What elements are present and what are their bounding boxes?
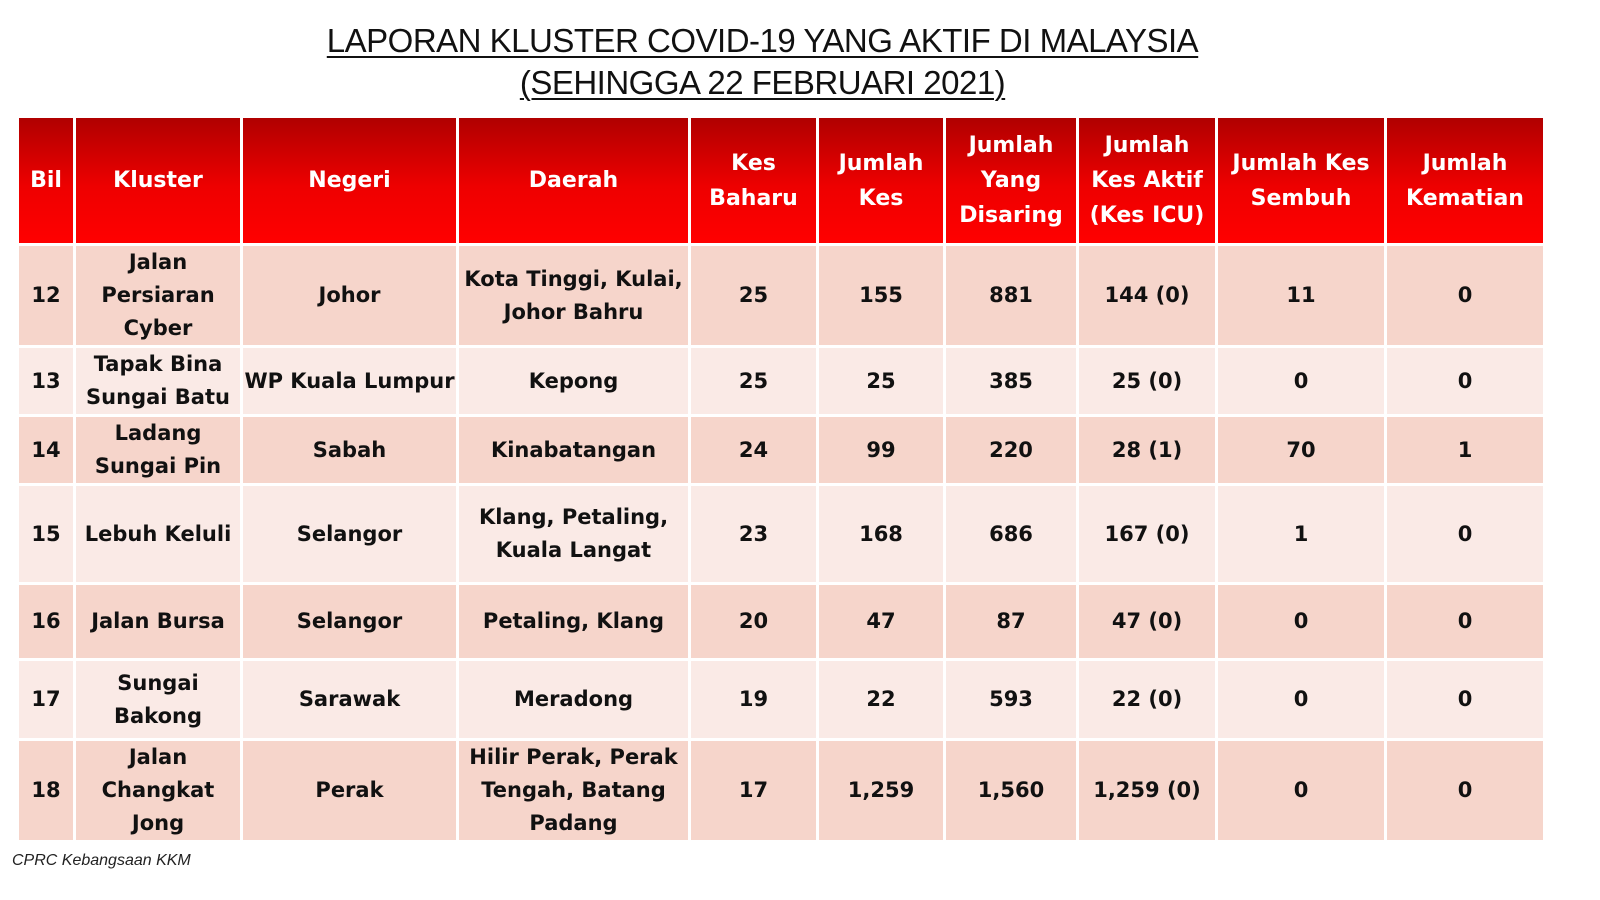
table-cell: 0: [1387, 246, 1543, 345]
table-cell: 686: [946, 486, 1076, 582]
table-cell: 385: [946, 348, 1076, 414]
table-cell: 23: [691, 486, 816, 582]
table-row: 18 Jalan Changkat Jong Perak Hilir Perak, P…: [19, 741, 1543, 840]
table-cell: 16: [19, 585, 73, 658]
table-row: 14 Ladang Sungai Pin Sabah Kinabatangan 24 99…: [19, 417, 1543, 483]
table-cell: 22 (0): [1079, 661, 1215, 738]
report-subtitle-date: (SEHINGGA 22 FEBRUARI 2021): [519, 64, 1006, 101]
table-cell: 18: [19, 741, 73, 840]
table-cell: Hilir Perak, Perak Tengah, Batang Padang: [459, 741, 688, 840]
table-cell: 25: [691, 246, 816, 345]
table-cell: Tapak Bina Sungai Batu: [76, 348, 240, 414]
table-cell: Perak: [243, 741, 456, 840]
table-cell: 0: [1218, 348, 1384, 414]
table-cell: 25: [691, 348, 816, 414]
table-cell: Ladang Sungai Pin: [76, 417, 240, 483]
column-header: Bil: [19, 118, 73, 243]
table-cell: 19: [691, 661, 816, 738]
report-title: LAPORAN KLUSTER COVID-19 YANG AKTIF DI M…: [326, 22, 1199, 59]
table-cell: 168: [819, 486, 943, 582]
table-cell: 47: [819, 585, 943, 658]
table-cell: 1: [1387, 417, 1543, 483]
table-cell: Jalan Bursa: [76, 585, 240, 658]
table-cell: 220: [946, 417, 1076, 483]
table-cell: Klang, Petaling, Kuala Langat: [459, 486, 688, 582]
table-cell: 24: [691, 417, 816, 483]
table-cell: Selangor: [243, 486, 456, 582]
table-cell: 593: [946, 661, 1076, 738]
table-cell: 0: [1387, 348, 1543, 414]
table-cell: 881: [946, 246, 1076, 345]
table-cell: 17: [19, 661, 73, 738]
column-header: Jumlah Kematian: [1387, 118, 1543, 243]
table-cell: 0: [1218, 585, 1384, 658]
table-cell: 1: [1218, 486, 1384, 582]
column-header: Jumlah Yang Disaring: [946, 118, 1076, 243]
table-cell: 155: [819, 246, 943, 345]
table-cell: 28 (1): [1079, 417, 1215, 483]
table-cell: 1,259 (0): [1079, 741, 1215, 840]
table-cell: 87: [946, 585, 1076, 658]
table-row: 17 Sungai Bakong Sarawak Meradong 19 22 593 22 …: [19, 661, 1543, 738]
table-header-row: Bil Kluster Negeri Daerah Kes Baharu Jumlah K…: [19, 118, 1543, 243]
table-cell: Kota Tinggi, Kulai, Johor Bahru: [459, 246, 688, 345]
table-cell: 22: [819, 661, 943, 738]
table-cell: 144 (0): [1079, 246, 1215, 345]
table-cell: 0: [1387, 741, 1543, 840]
table-cell: Johor: [243, 246, 456, 345]
source-footer: CPRC Kebangsaan KKM: [12, 852, 191, 869]
table-cell: 0: [1387, 661, 1543, 738]
table-cell: 14: [19, 417, 73, 483]
column-header: Jumlah Kes: [819, 118, 943, 243]
table-cell: 12: [19, 246, 73, 345]
column-header: Daerah: [459, 118, 688, 243]
table-cell: Lebuh Keluli: [76, 486, 240, 582]
cluster-table: Bil Kluster Negeri Daerah Kes Baharu Jumlah K…: [16, 115, 1546, 843]
table-row: 16 Jalan Bursa Selangor Petaling, Klang 20 47…: [19, 585, 1543, 658]
table-row: 12 Jalan Persiaran Cyber Johor Kota Tinggi,…: [19, 246, 1543, 345]
table-cell: Jalan Changkat Jong: [76, 741, 240, 840]
table-cell: 15: [19, 486, 73, 582]
table-cell: 11: [1218, 246, 1384, 345]
table-cell: Petaling, Klang: [459, 585, 688, 658]
table-cell: Selangor: [243, 585, 456, 658]
table-cell: 70: [1218, 417, 1384, 483]
table-cell: 25 (0): [1079, 348, 1215, 414]
table-cell: 0: [1218, 661, 1384, 738]
table-cell: 167 (0): [1079, 486, 1215, 582]
column-header: Jumlah Kes Sembuh: [1218, 118, 1384, 243]
column-header: Negeri: [243, 118, 456, 243]
table-cell: Sabah: [243, 417, 456, 483]
column-header: Kes Baharu: [691, 118, 816, 243]
table-cell: 25: [819, 348, 943, 414]
column-header: Kluster: [76, 118, 240, 243]
table-cell: 1,560: [946, 741, 1076, 840]
table-cell: 1,259: [819, 741, 943, 840]
table-cell: 99: [819, 417, 943, 483]
table-cell: 0: [1387, 585, 1543, 658]
table-cell: 13: [19, 348, 73, 414]
table-cell: Kepong: [459, 348, 688, 414]
table-cell: 47 (0): [1079, 585, 1215, 658]
table-cell: 17: [691, 741, 816, 840]
column-header: Jumlah Kes Aktif (Kes ICU): [1079, 118, 1215, 243]
table-cell: 0: [1387, 486, 1543, 582]
table-cell: 0: [1218, 741, 1384, 840]
table-cell: 20: [691, 585, 816, 658]
table-row: 15 Lebuh Keluli Selangor Klang, Petaling, K…: [19, 486, 1543, 582]
table-cell: Jalan Persiaran Cyber: [76, 246, 240, 345]
table-cell: Kinabatangan: [459, 417, 688, 483]
table-cell: Sungai Bakong: [76, 661, 240, 738]
table-cell: Sarawak: [243, 661, 456, 738]
table-row: 13 Tapak Bina Sungai Batu WP Kuala Lumpur K…: [19, 348, 1543, 414]
table-cell: Meradong: [459, 661, 688, 738]
table-cell: WP Kuala Lumpur: [243, 348, 456, 414]
